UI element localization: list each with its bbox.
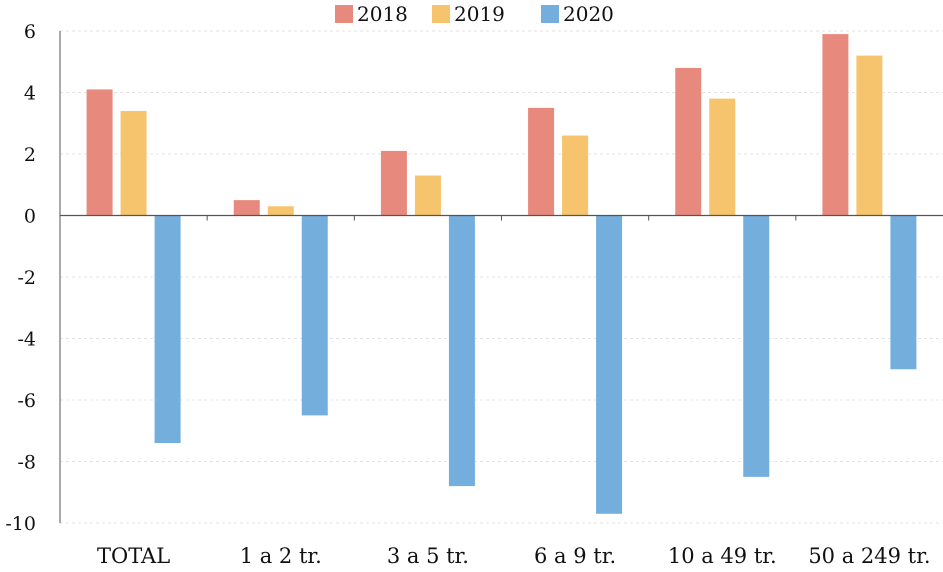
bar-2020-0 — [154, 215, 181, 444]
legend-label-2018: 2018 — [357, 2, 408, 26]
y-tick-label: 0 — [24, 206, 36, 228]
y-tick-label: -6 — [17, 390, 36, 412]
x-tick-label: TOTAL — [97, 544, 170, 568]
y-tick-label: -8 — [17, 452, 36, 474]
legend-label-2020: 2020 — [563, 2, 614, 26]
y-tick-label: 4 — [24, 83, 36, 105]
bar-2019-5 — [856, 55, 883, 216]
bar-2020-4 — [743, 215, 770, 477]
legend-swatch-2020 — [541, 5, 559, 23]
legend-swatch-2018 — [335, 5, 353, 23]
x-tick-label: 3 a 5 tr. — [387, 544, 469, 568]
bar-2020-3 — [596, 215, 623, 514]
bar-2019-2 — [414, 175, 441, 216]
bar-2018-1 — [233, 200, 260, 216]
bar-2020-5 — [890, 215, 917, 370]
x-tick-label: 10 a 49 tr. — [668, 544, 777, 568]
bar-2019-1 — [267, 206, 294, 216]
bar-2018-3 — [528, 107, 555, 216]
bar-2019-4 — [709, 98, 736, 216]
bar-2018-2 — [380, 150, 407, 216]
legend-swatch-2019 — [432, 5, 450, 23]
legend: 2018 2019 2020 — [335, 2, 614, 26]
bar-2019-3 — [562, 135, 589, 216]
y-tick-label: -2 — [17, 267, 36, 289]
y-tick-label: -10 — [5, 513, 36, 535]
bar-2020-2 — [448, 215, 475, 487]
legend-label-2019: 2019 — [454, 2, 505, 26]
bars-layer — [86, 34, 917, 514]
y-tick-label: 2 — [24, 144, 36, 166]
bar-2020-1 — [301, 215, 328, 416]
bar-2018-5 — [822, 34, 849, 216]
y-tick-label: 6 — [24, 21, 36, 43]
bar-2018-4 — [675, 67, 702, 216]
x-tick-label: 6 a 9 tr. — [534, 544, 616, 568]
bar-2019-0 — [120, 110, 147, 216]
x-tick-label: 1 a 2 tr. — [240, 544, 322, 568]
y-tick-label: -4 — [17, 329, 36, 351]
bar-2018-0 — [86, 89, 113, 216]
axis-layer: 6 4 2 0 -2 -4 -6 -8 -10 TOTAL 1 a 2 tr. 3 a 5 tr. 6 … — [5, 21, 943, 568]
x-tick-label: 50 a 249 tr. — [808, 544, 930, 568]
grid-layer — [60, 30, 943, 524]
